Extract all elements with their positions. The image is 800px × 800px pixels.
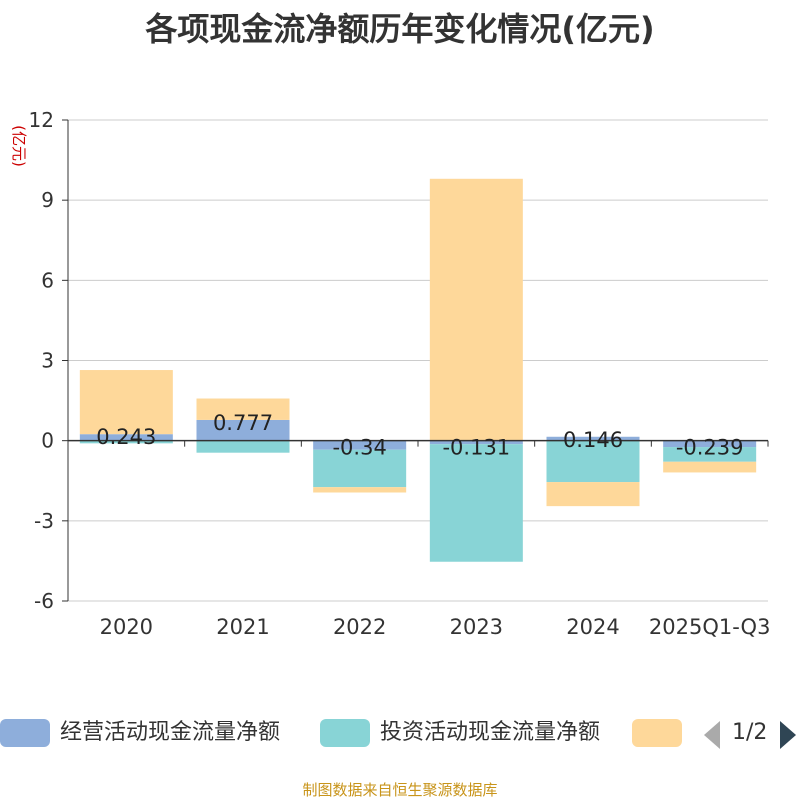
data-label: 0.243 [96, 425, 156, 449]
x-tick-label: 2021 [216, 615, 269, 639]
bar-financing [663, 461, 757, 473]
legend-swatch-operating [0, 719, 50, 747]
y-tick-label: 12 [29, 108, 54, 132]
bar-operating [546, 436, 640, 441]
bar-financing [196, 398, 290, 420]
bar-financing [429, 178, 523, 441]
bar-operating [313, 440, 407, 450]
legend-pager: 1/2 [700, 716, 800, 752]
y-tick-label: 0 [41, 429, 54, 453]
x-tick-label: 2024 [566, 615, 619, 639]
legend-swatch-financing [632, 719, 682, 747]
bar-operating [663, 440, 757, 448]
bar-financing [79, 370, 173, 435]
data-label: 0.777 [213, 411, 273, 435]
bar-operating [429, 440, 523, 445]
x-tick-label: 2023 [450, 615, 503, 639]
bar-investing [429, 444, 523, 562]
legend-prev-icon[interactable] [704, 721, 720, 749]
legend-swatch-investing [320, 719, 370, 747]
data-source-note: 制图数据来自恒生聚源数据库 [302, 781, 498, 799]
bar-investing [79, 440, 173, 444]
legend-next-icon[interactable] [780, 721, 796, 749]
legend: 经营活动现金流量净额 投资活动现金流量净额 1/2 [0, 716, 800, 752]
x-tick-label: 2020 [100, 615, 153, 639]
legend-label-investing: 投资活动现金流量净额 [380, 720, 601, 745]
data-label: -0.34 [332, 436, 386, 460]
legend-page-indicator: 1/2 [732, 720, 768, 745]
data-label: -0.131 [442, 436, 510, 460]
y-tick-label: 6 [41, 268, 54, 292]
x-tick-label: 2025Q1-Q3 [649, 615, 771, 639]
y-tick-label: -3 [34, 509, 54, 533]
chart-title: 各项现金流净额历年变化情况(亿元) [145, 10, 655, 48]
bar-financing [546, 482, 640, 507]
y-tick-label: 3 [41, 349, 54, 373]
bar-investing [196, 440, 290, 453]
x-tick-label: 2022 [333, 615, 386, 639]
bar-investing [313, 449, 407, 488]
bar-financing [313, 487, 407, 493]
legend-label-operating: 经营活动现金流量净额 [60, 720, 281, 745]
data-label: -0.239 [676, 436, 744, 460]
cash-flow-chart: -6 -3 0 3 6 9 12(亿元) 0.243 0.777 -0.34 -0.131 0.146… [10, 108, 771, 639]
bar-operating [196, 419, 290, 441]
bar-investing [546, 440, 640, 483]
data-label: 0.146 [563, 428, 623, 452]
y-tick-label: -6 [34, 589, 54, 613]
bar-operating [79, 434, 173, 441]
y-tick-label: 9 [41, 188, 54, 212]
y-axis-label: (亿元) [10, 125, 28, 167]
bar-investing [663, 447, 757, 462]
